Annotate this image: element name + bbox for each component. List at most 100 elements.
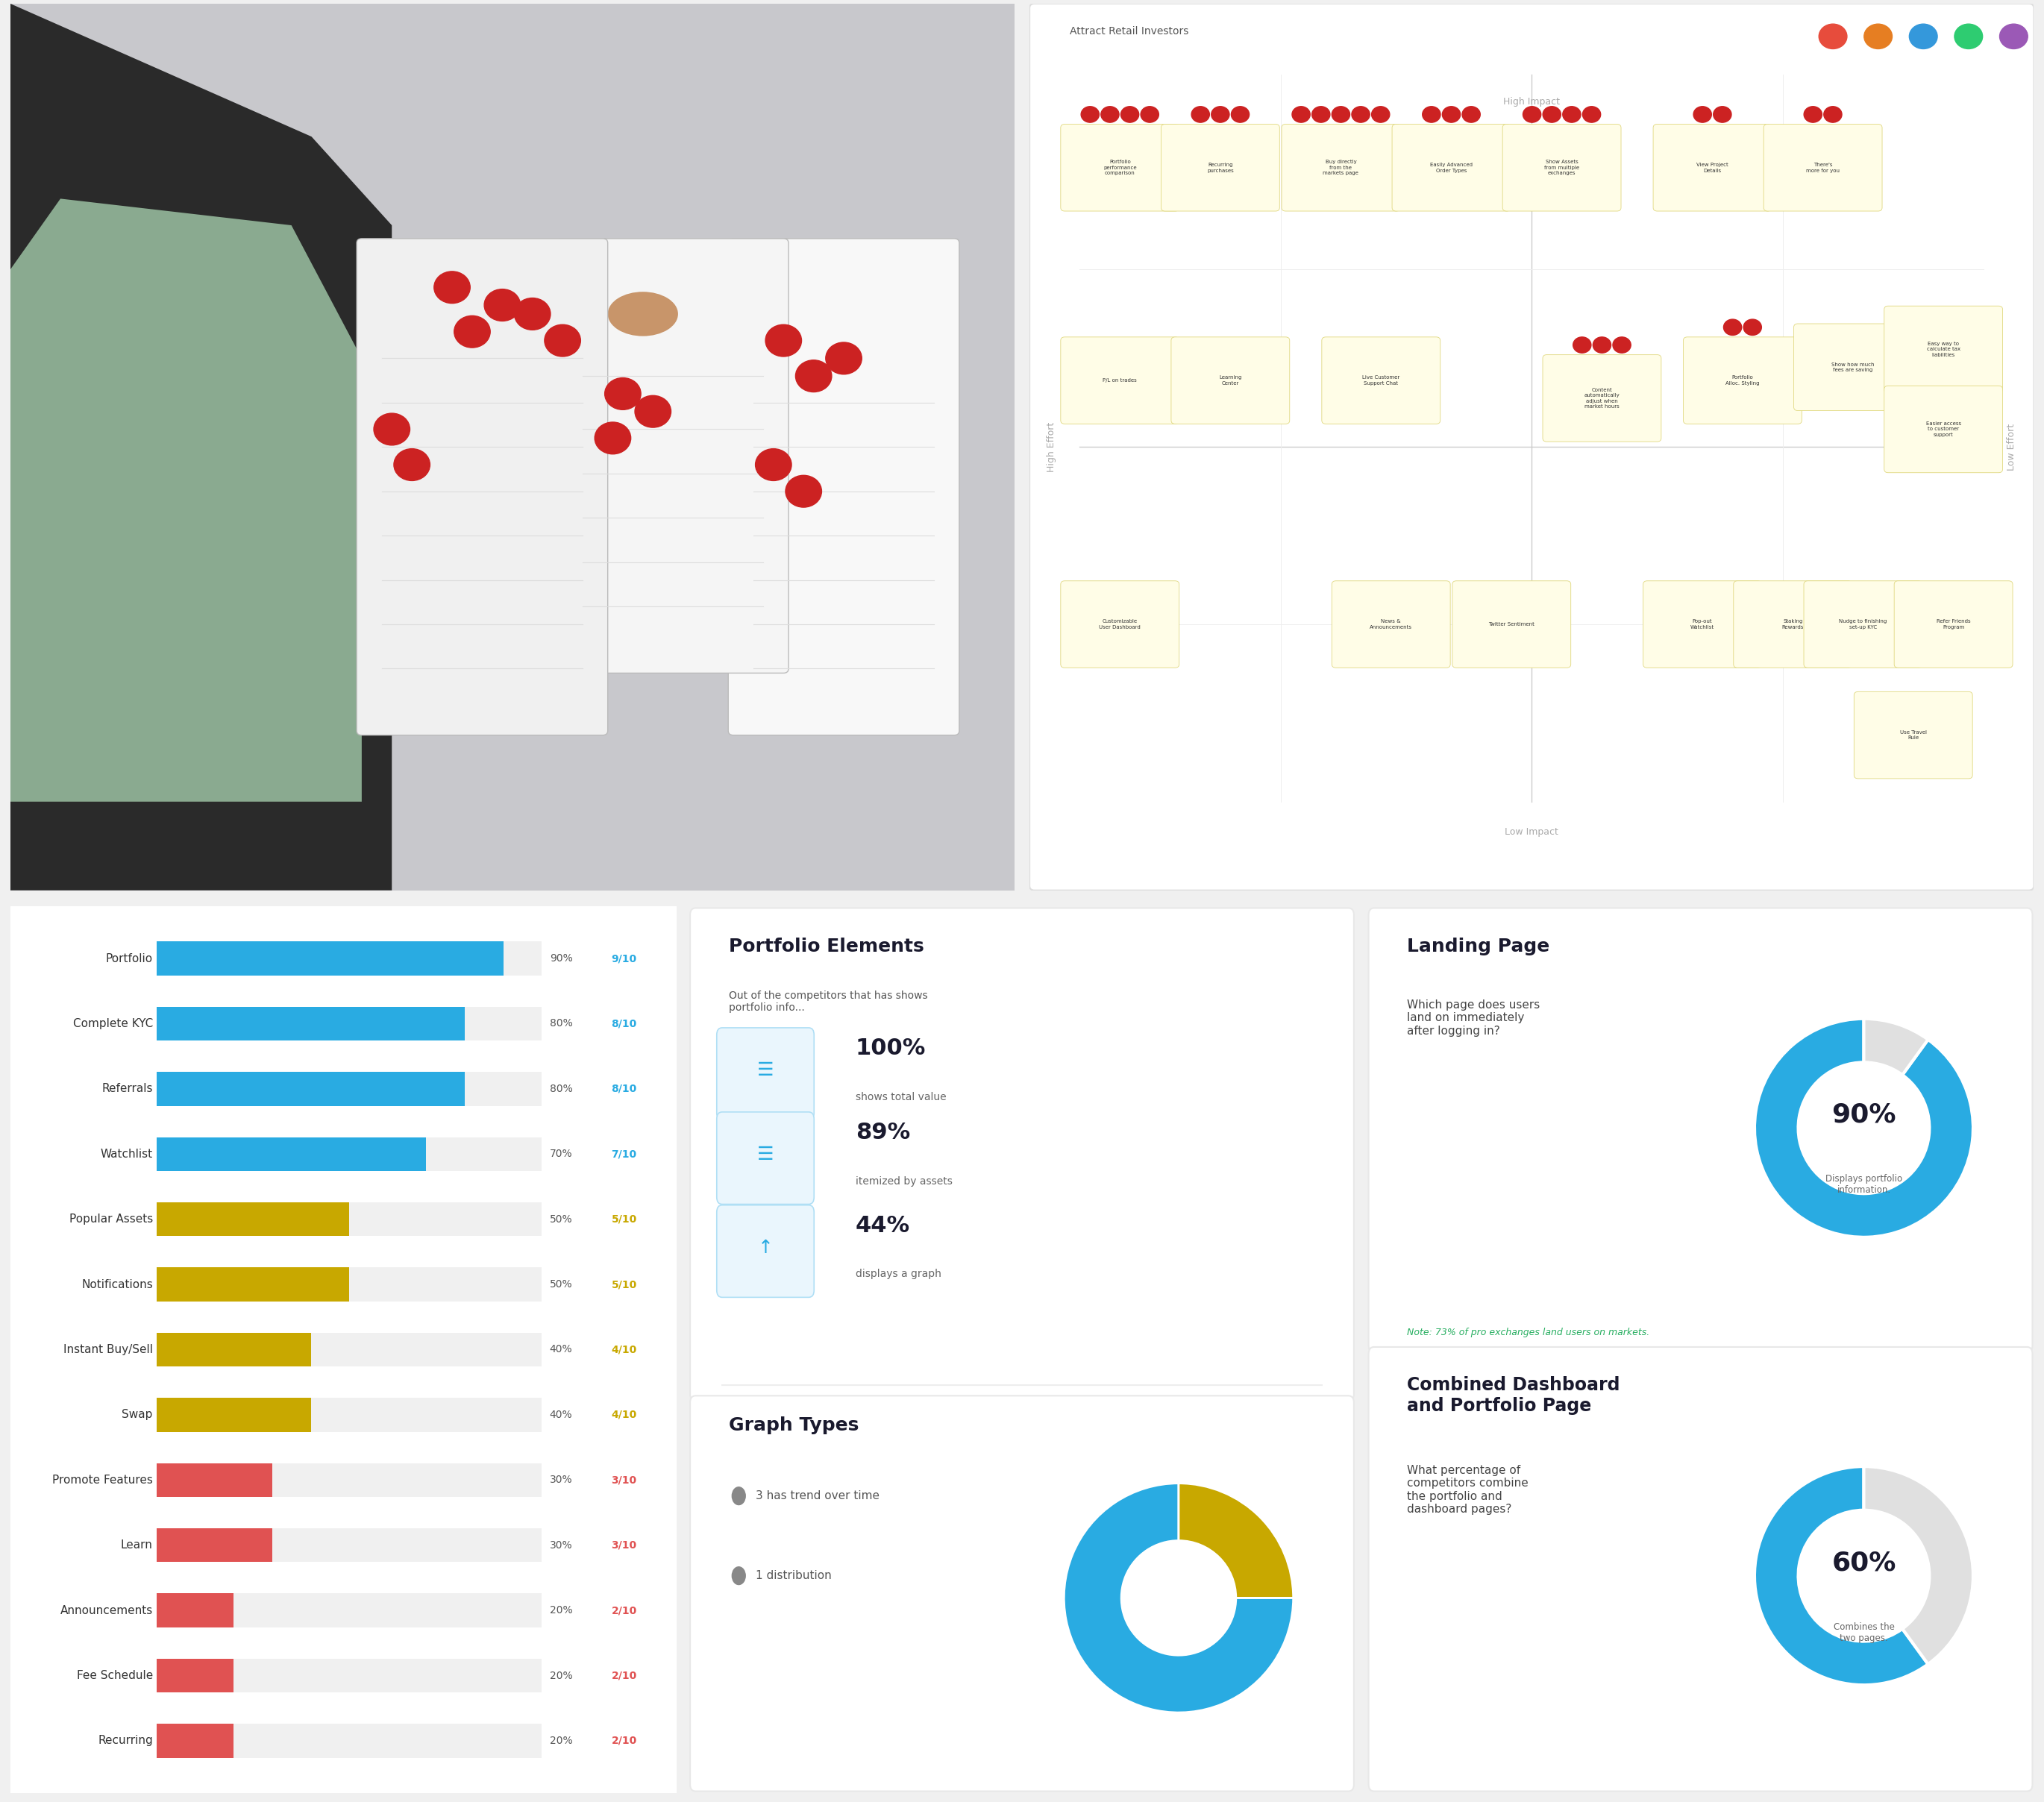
Circle shape xyxy=(595,422,632,454)
Circle shape xyxy=(454,315,491,348)
Text: 89%: 89% xyxy=(854,1121,910,1142)
Circle shape xyxy=(1723,319,1741,335)
FancyBboxPatch shape xyxy=(0,0,1034,908)
Text: Content
automatically
adjust when
market hours: Content automatically adjust when market… xyxy=(1584,387,1619,409)
Circle shape xyxy=(544,324,580,357)
Bar xyxy=(157,1072,542,1106)
Text: Customizable
User Dashboard: Customizable User Dashboard xyxy=(1100,620,1141,629)
Text: 50%: 50% xyxy=(550,1215,572,1224)
Circle shape xyxy=(515,297,550,330)
Text: 100%: 100% xyxy=(854,1038,926,1060)
Circle shape xyxy=(394,449,429,481)
Text: Swap: Swap xyxy=(123,1409,153,1420)
FancyBboxPatch shape xyxy=(1369,908,2032,1352)
Text: 2/10: 2/10 xyxy=(611,1606,638,1616)
FancyBboxPatch shape xyxy=(1161,124,1280,211)
Bar xyxy=(157,1658,542,1692)
FancyBboxPatch shape xyxy=(1502,124,1621,211)
FancyBboxPatch shape xyxy=(1854,692,1972,778)
Circle shape xyxy=(1543,106,1562,123)
Text: 70%: 70% xyxy=(550,1150,572,1159)
Text: Easily Advanced
Order Types: Easily Advanced Order Types xyxy=(1431,162,1472,173)
Circle shape xyxy=(1582,106,1600,123)
Text: 2/10: 2/10 xyxy=(611,1735,638,1746)
Text: Pop-out
Watchlist: Pop-out Watchlist xyxy=(1690,620,1715,629)
Circle shape xyxy=(1081,106,1100,123)
Circle shape xyxy=(795,360,832,393)
Text: 5/10: 5/10 xyxy=(611,1215,638,1224)
Circle shape xyxy=(1461,106,1480,123)
Text: 44%: 44% xyxy=(854,1215,910,1236)
Text: Portfolio Elements: Portfolio Elements xyxy=(730,937,924,955)
FancyBboxPatch shape xyxy=(358,238,607,735)
Text: 20%: 20% xyxy=(550,1606,572,1616)
Circle shape xyxy=(1102,106,1118,123)
FancyBboxPatch shape xyxy=(1795,324,1913,411)
Circle shape xyxy=(1230,106,1249,123)
Text: Instant Buy/Sell: Instant Buy/Sell xyxy=(63,1344,153,1355)
Text: 90%: 90% xyxy=(550,953,572,964)
Circle shape xyxy=(826,342,863,375)
FancyBboxPatch shape xyxy=(558,238,789,674)
Text: Learn: Learn xyxy=(121,1539,153,1552)
Circle shape xyxy=(1141,106,1159,123)
Polygon shape xyxy=(10,198,362,802)
Text: 8/10: 8/10 xyxy=(611,1018,638,1029)
Circle shape xyxy=(1592,337,1611,353)
Text: 20%: 20% xyxy=(550,1670,572,1681)
FancyBboxPatch shape xyxy=(1643,580,1762,669)
Text: Portfolio
Alloc. Styling: Portfolio Alloc. Styling xyxy=(1725,375,1760,386)
FancyBboxPatch shape xyxy=(691,908,1353,1402)
Circle shape xyxy=(1574,337,1590,353)
Text: High Effort: High Effort xyxy=(1047,422,1057,472)
FancyBboxPatch shape xyxy=(1061,124,1179,211)
Circle shape xyxy=(1523,106,1541,123)
FancyBboxPatch shape xyxy=(691,1397,1353,1791)
Text: 7/10: 7/10 xyxy=(611,1150,636,1159)
Text: itemized by assets: itemized by assets xyxy=(854,1177,953,1186)
Circle shape xyxy=(1212,106,1228,123)
Circle shape xyxy=(1954,23,1983,49)
Text: Show Assets
from multiple
exchanges: Show Assets from multiple exchanges xyxy=(1543,160,1580,175)
Text: Twitter Sentiment: Twitter Sentiment xyxy=(1488,622,1535,627)
Circle shape xyxy=(1312,106,1331,123)
Bar xyxy=(157,1137,427,1171)
Text: Refer Friends
Program: Refer Friends Program xyxy=(1936,620,1970,629)
FancyBboxPatch shape xyxy=(6,901,681,1797)
Bar xyxy=(157,1333,542,1366)
Text: shows total value: shows total value xyxy=(854,1092,946,1103)
Circle shape xyxy=(433,272,470,303)
Text: 30%: 30% xyxy=(550,1474,572,1485)
Circle shape xyxy=(374,413,411,445)
Circle shape xyxy=(764,324,801,357)
FancyBboxPatch shape xyxy=(1282,124,1400,211)
Circle shape xyxy=(732,1487,746,1505)
Text: Watchlist: Watchlist xyxy=(100,1148,153,1160)
Bar xyxy=(157,1528,542,1562)
Circle shape xyxy=(1823,106,1842,123)
Circle shape xyxy=(785,476,822,506)
Bar xyxy=(157,941,503,975)
Text: Learning
Center: Learning Center xyxy=(1218,375,1241,386)
FancyBboxPatch shape xyxy=(1369,1346,2032,1791)
Text: Nudge to finishing
set-up KYC: Nudge to finishing set-up KYC xyxy=(1840,620,1887,629)
Circle shape xyxy=(1909,23,1938,49)
Text: Use Travel
Rule: Use Travel Rule xyxy=(1899,730,1927,741)
Text: 2/10: 2/10 xyxy=(611,1670,638,1681)
Circle shape xyxy=(1292,106,1310,123)
Text: Recurring: Recurring xyxy=(98,1735,153,1746)
Circle shape xyxy=(636,395,670,427)
Circle shape xyxy=(1864,23,1893,49)
FancyBboxPatch shape xyxy=(717,1206,814,1297)
Circle shape xyxy=(1692,106,1711,123)
FancyBboxPatch shape xyxy=(717,1112,814,1204)
Bar xyxy=(157,1463,272,1497)
Text: Live Customer
Support Chat: Live Customer Support Chat xyxy=(1361,375,1400,386)
FancyBboxPatch shape xyxy=(1453,580,1572,669)
Circle shape xyxy=(1613,337,1631,353)
Text: Referrals: Referrals xyxy=(102,1083,153,1094)
FancyBboxPatch shape xyxy=(717,1027,814,1121)
Circle shape xyxy=(1819,23,1848,49)
Text: Combined Dashboard
and Portfolio Page: Combined Dashboard and Portfolio Page xyxy=(1406,1377,1621,1415)
Text: Complete KYC: Complete KYC xyxy=(74,1018,153,1029)
